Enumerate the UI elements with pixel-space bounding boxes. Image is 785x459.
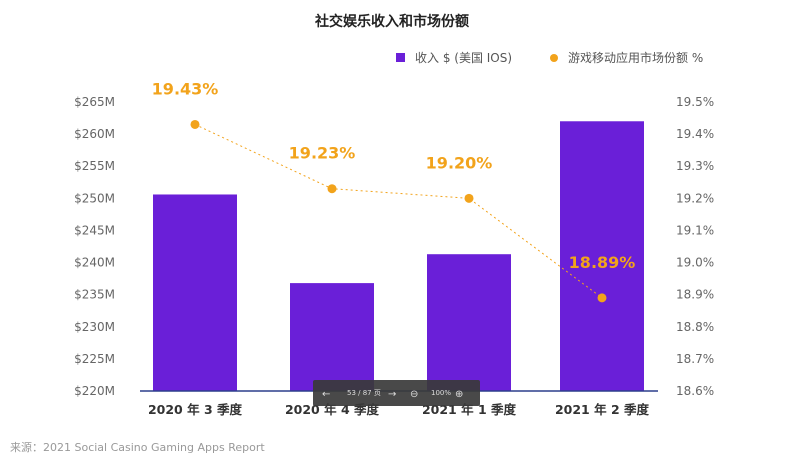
market-share-point — [190, 119, 200, 129]
y-left-tick-label: $230M — [74, 320, 115, 334]
zoom-in-icon[interactable]: ⊕ — [455, 389, 463, 400]
legend-line-label: 游戏移动应用市场份额 % — [568, 50, 703, 65]
market-share-point — [464, 193, 474, 203]
market-share-label: 18.89% — [569, 253, 636, 272]
market-share-point — [327, 184, 337, 194]
y-right-tick-label: 19.0% — [676, 256, 714, 270]
revenue-bar — [153, 194, 237, 391]
page-navigator: ← 53 / 87 页 → ⊖ 100% ⊕ — [313, 380, 480, 406]
y-right-tick-label: 18.6% — [676, 384, 714, 398]
zoom-level: 100% — [431, 389, 451, 397]
y-left-tick-label: $220M — [74, 384, 115, 398]
y-right-tick-label: 19.5% — [676, 95, 714, 109]
y-left-tick-label: $245M — [74, 223, 115, 237]
chart-title: 社交娱乐收入和市场份额 — [314, 13, 469, 30]
y-left-tick-label: $265M — [74, 95, 115, 109]
y-right-tick-label: 18.8% — [676, 320, 714, 334]
legend-bar-label: 收入 $ (美国 IOS) — [415, 51, 512, 65]
y-left-tick-label: $235M — [74, 288, 115, 302]
market-share-label: 19.20% — [426, 153, 493, 172]
y-right-tick-label: 19.1% — [676, 223, 714, 237]
x-category-label: 2020 年 3 季度 — [148, 402, 243, 417]
page-indicator: 53 / 87 页 — [347, 389, 381, 397]
legend-line-swatch — [550, 54, 558, 62]
next-page-icon[interactable]: → — [388, 389, 396, 400]
y-right-tick-label: 19.4% — [676, 127, 714, 141]
x-category-label: 2021 年 2 季度 — [555, 402, 650, 417]
y-left-tick-label: $250M — [74, 191, 115, 205]
page-navigator-background — [313, 380, 480, 406]
market-share-label: 19.43% — [152, 79, 219, 98]
y-left-tick-label: $240M — [74, 256, 115, 270]
market-share-point — [597, 293, 607, 303]
y-left-tick-label: $225M — [74, 352, 115, 366]
revenue-bar — [560, 121, 644, 392]
revenue-bar — [427, 254, 511, 391]
y-right-tick-label: 18.9% — [676, 288, 714, 302]
y-right-tick-label: 18.7% — [676, 352, 714, 366]
revenue-bar — [290, 283, 374, 391]
market-share-line — [194, 124, 603, 299]
zoom-out-icon[interactable]: ⊖ — [410, 389, 418, 400]
y-left-tick-label: $260M — [74, 127, 115, 141]
y-right-tick-label: 19.2% — [676, 191, 714, 205]
legend-bar-swatch — [396, 53, 405, 62]
source-note: 来源：2021 Social Casino Gaming Apps Report — [10, 440, 265, 454]
market-share-label: 19.23% — [289, 144, 356, 163]
y-right-tick-label: 19.3% — [676, 159, 714, 173]
y-left-tick-label: $255M — [74, 159, 115, 173]
prev-page-icon[interactable]: ← — [322, 389, 330, 400]
